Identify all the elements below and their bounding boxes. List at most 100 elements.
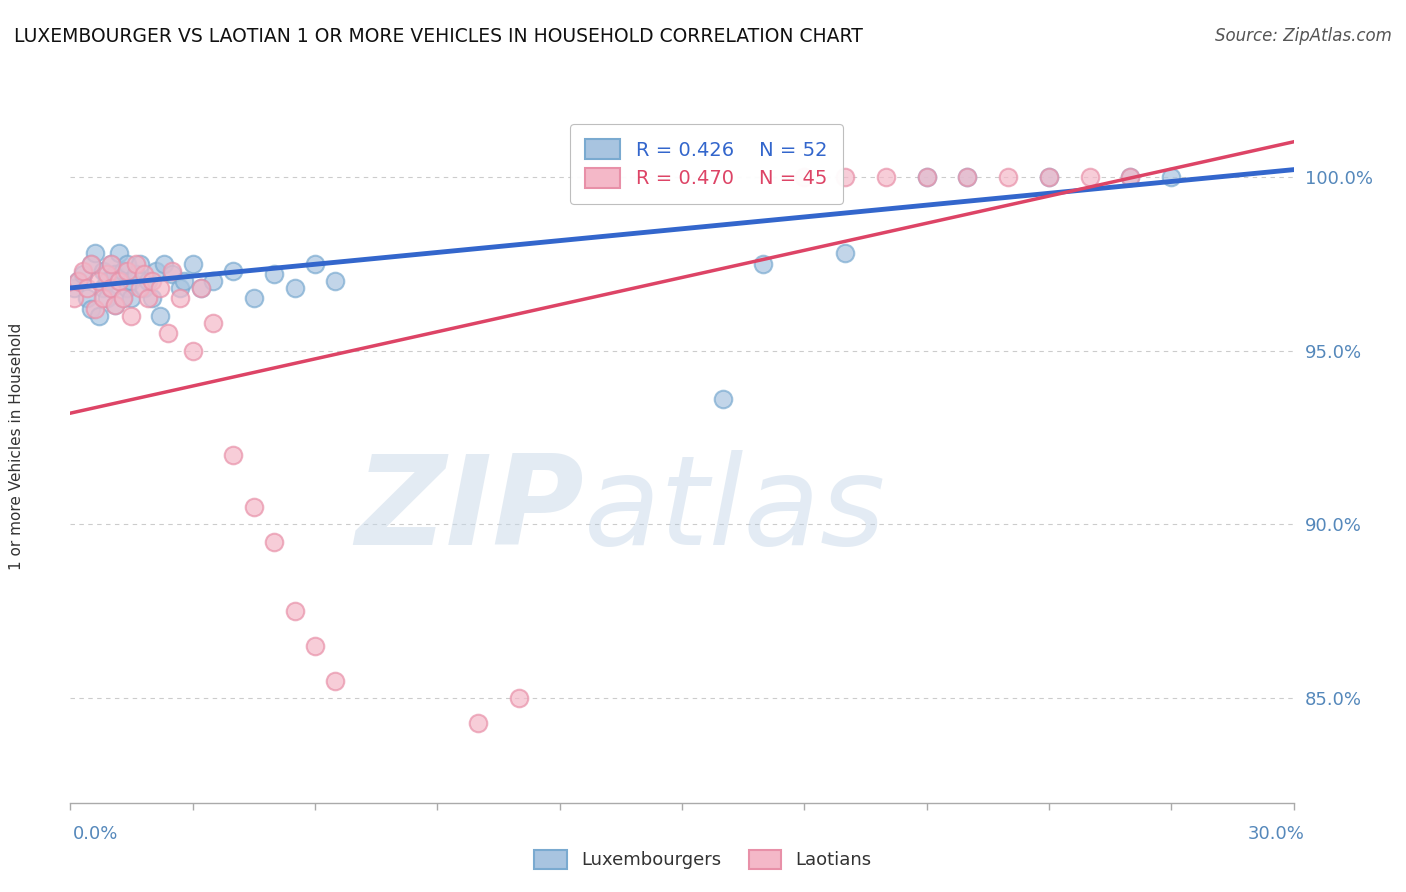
Point [284, 605, 307, 619]
Point [108, 246, 131, 260]
Point [323, 274, 347, 288]
Point [132, 281, 155, 295]
Text: 0.0%: 0.0% [73, 825, 118, 843]
Point [124, 257, 146, 271]
Point [96, 274, 118, 288]
Point [104, 298, 127, 312]
Point [1078, 169, 1101, 184]
Point [79, 257, 103, 271]
Point [162, 263, 183, 277]
Point [87, 274, 110, 288]
Point [153, 257, 176, 271]
Point [63, 281, 86, 295]
Point [222, 263, 245, 277]
Point [181, 343, 204, 358]
Point [136, 292, 159, 306]
Point [72, 267, 94, 281]
Point [124, 267, 146, 281]
Point [108, 274, 131, 288]
Point [169, 292, 191, 306]
Point [104, 298, 127, 312]
Text: Source: ZipAtlas.com: Source: ZipAtlas.com [1215, 27, 1392, 45]
Point [915, 169, 938, 184]
Point [100, 257, 122, 271]
Point [752, 257, 775, 271]
Point [222, 448, 245, 462]
Point [956, 169, 979, 184]
Point [121, 309, 143, 323]
Point [87, 309, 110, 323]
Point [100, 281, 122, 295]
Point [96, 267, 118, 281]
Legend: R = 0.426    N = 52, R = 0.470    N = 45: R = 0.426 N = 52, R = 0.470 N = 45 [569, 124, 844, 203]
Text: LUXEMBOURGER VS LAOTIAN 1 OR MORE VEHICLES IN HOUSEHOLD CORRELATION CHART: LUXEMBOURGER VS LAOTIAN 1 OR MORE VEHICL… [14, 27, 863, 45]
Text: atlas: atlas [583, 450, 886, 571]
Point [108, 274, 131, 288]
Point [169, 281, 191, 295]
Point [467, 715, 489, 730]
Point [162, 267, 183, 281]
Point [141, 292, 163, 306]
Point [834, 246, 856, 260]
Point [112, 292, 135, 306]
Point [181, 257, 204, 271]
Point [915, 169, 938, 184]
Point [100, 281, 122, 295]
Point [1119, 169, 1142, 184]
Point [304, 640, 326, 654]
Point [263, 535, 285, 549]
Point [91, 292, 114, 306]
Point [104, 267, 127, 281]
Point [202, 274, 225, 288]
Point [121, 292, 143, 306]
Text: 1 or more Vehicles in Household: 1 or more Vehicles in Household [10, 322, 24, 570]
Point [132, 267, 155, 281]
Point [141, 274, 163, 288]
Point [79, 301, 103, 316]
Point [76, 292, 98, 306]
Point [83, 301, 105, 316]
Point [875, 169, 897, 184]
Point [117, 281, 139, 295]
Point [304, 257, 326, 271]
Point [1119, 169, 1142, 184]
Point [1160, 169, 1182, 184]
Point [91, 263, 114, 277]
Point [83, 246, 105, 260]
Point [202, 316, 225, 330]
Point [117, 263, 139, 277]
Text: ZIP: ZIP [356, 450, 583, 571]
Point [121, 274, 143, 288]
Point [157, 326, 180, 341]
Point [91, 281, 114, 295]
Point [323, 674, 347, 689]
Point [149, 309, 172, 323]
Point [63, 292, 86, 306]
Point [956, 169, 979, 184]
Point [243, 292, 266, 306]
Point [96, 292, 118, 306]
Point [1038, 169, 1060, 184]
Point [508, 691, 530, 706]
Point [243, 500, 266, 515]
Point [100, 257, 122, 271]
Point [136, 274, 159, 288]
Text: 30.0%: 30.0% [1249, 825, 1305, 843]
Point [834, 169, 856, 184]
Point [112, 292, 135, 306]
Point [67, 274, 90, 288]
Point [117, 257, 139, 271]
Point [128, 281, 150, 295]
Point [711, 392, 734, 407]
Point [112, 263, 135, 277]
Point [997, 169, 1019, 184]
Point [76, 281, 98, 295]
Point [1038, 169, 1060, 184]
Point [145, 263, 167, 277]
Point [793, 169, 815, 184]
Point [263, 267, 285, 281]
Point [128, 257, 150, 271]
Legend: Luxembourgers, Laotians: Luxembourgers, Laotians [526, 841, 880, 879]
Point [72, 263, 94, 277]
Point [190, 281, 212, 295]
